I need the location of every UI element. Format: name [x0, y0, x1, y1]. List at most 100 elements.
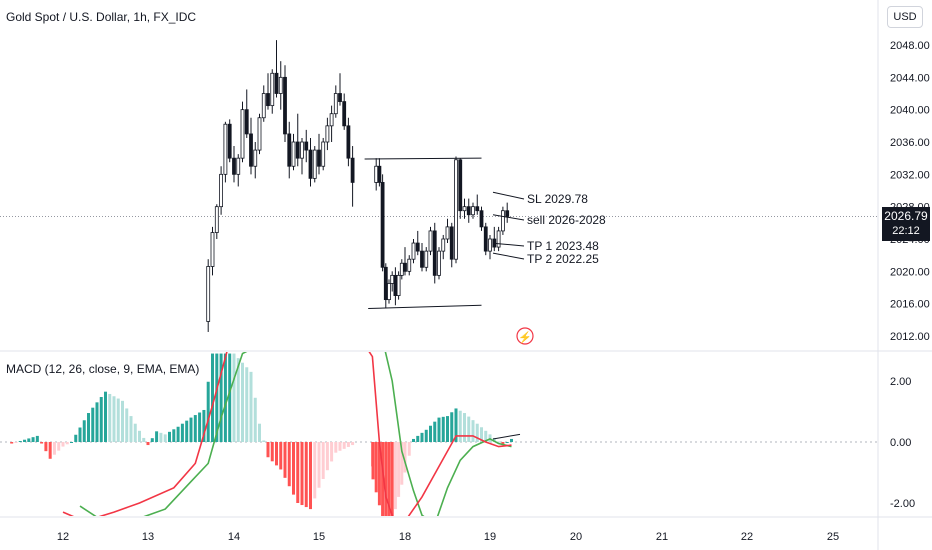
macd-histogram-bar	[74, 434, 78, 442]
candle-body	[287, 133, 292, 167]
candle-body	[479, 210, 484, 228]
macd-histogram-bar	[377, 442, 381, 506]
macd-histogram-bar	[275, 442, 278, 466]
candle	[223, 121, 228, 183]
candle	[278, 61, 283, 110]
macd-histogram-bar	[57, 442, 61, 451]
price-axis-tick: 2048.00	[890, 40, 930, 52]
price-axis-tick: 2032.00	[890, 169, 930, 181]
candle	[232, 146, 236, 183]
macd-histogram-bar	[292, 442, 295, 495]
candle	[214, 204, 219, 239]
macd-histogram-bar	[287, 442, 291, 487]
macd-histogram-bar	[346, 442, 350, 447]
candle-body	[325, 125, 330, 143]
macd-histogram-bar	[104, 391, 107, 442]
annotation-leader	[492, 252, 525, 260]
candle	[291, 133, 296, 171]
macd-indicator-label[interactable]: MACD (12, 26, close, 9, EMA, EMA)	[6, 362, 200, 376]
macd-histogram-bar	[416, 435, 420, 442]
macd-histogram-bar	[14, 442, 18, 443]
macd-histogram-bar	[338, 442, 342, 451]
candle-body	[240, 109, 245, 159]
macd-histogram-bar	[283, 442, 287, 478]
candle-body	[321, 141, 326, 167]
macd-histogram-bar	[437, 417, 441, 442]
candle	[244, 89, 249, 138]
candle-body	[210, 232, 215, 267]
macd-histogram-bar	[441, 416, 445, 442]
candle	[415, 230, 420, 256]
candle-body	[236, 157, 241, 175]
macd-axis-tick: -2.00	[890, 498, 915, 510]
flash-alert-icon-glyph: ⚡	[518, 331, 532, 344]
macd-histogram-bar	[334, 442, 338, 453]
macd-histogram-bar	[475, 423, 479, 442]
candle-body	[249, 133, 253, 167]
macd-histogram-bar	[458, 410, 462, 442]
macd-histogram-bar	[387, 442, 391, 516]
trendline-channel-bottom	[368, 304, 482, 310]
macd-histogram-bar	[18, 440, 22, 442]
bar-countdown: 22:12	[892, 225, 920, 237]
candle	[496, 226, 501, 252]
macd-histogram-bar	[150, 438, 154, 442]
macd-histogram-bar	[180, 423, 184, 442]
candle	[236, 154, 241, 187]
macd-histogram-bar	[91, 407, 95, 442]
flash-alert-icon	[516, 327, 534, 345]
macd-histogram-bar	[467, 416, 471, 442]
macd-histogram-bar	[351, 442, 355, 446]
macd-histogram-bar	[193, 415, 197, 442]
candle	[312, 146, 317, 183]
macd-histogram-bar	[429, 425, 432, 442]
candle-body	[500, 210, 505, 232]
candle-body	[342, 101, 347, 127]
macd-histogram-bar	[121, 400, 124, 442]
candle	[304, 129, 309, 163]
annotation-leader	[492, 242, 525, 247]
candle-body	[496, 230, 501, 248]
candle-body	[407, 258, 412, 272]
candle	[240, 101, 245, 163]
time-axis-tick: 13	[142, 531, 154, 543]
trendline-channel-top	[364, 157, 482, 160]
candle-body	[274, 72, 279, 94]
candle-body	[206, 266, 211, 322]
symbol-title: Gold Spot / U.S. Dollar, 1h, FX_IDC	[6, 10, 197, 24]
macd-histogram-bar	[407, 442, 411, 456]
macd-histogram-bar	[236, 358, 240, 442]
macd-pane	[0, 352, 878, 516]
candle-body	[475, 206, 480, 212]
macd-histogram-bar	[52, 442, 56, 455]
candle-body	[283, 76, 287, 135]
macd-histogram-bar	[374, 442, 378, 493]
macd-histogram-bar	[342, 442, 346, 449]
candle	[411, 239, 416, 264]
candle	[308, 137, 313, 187]
candle	[505, 202, 510, 223]
candle-body	[458, 159, 463, 212]
candle-body	[308, 149, 313, 179]
macd-histogram-bar	[412, 438, 415, 442]
candle-body	[377, 165, 382, 183]
candle-body	[390, 274, 395, 284]
candle	[321, 137, 326, 171]
candle-body	[350, 157, 355, 183]
macd-histogram-bar	[304, 442, 308, 508]
candle	[432, 222, 437, 284]
candle-body	[223, 123, 228, 175]
candle	[437, 247, 441, 280]
macd-histogram-bar	[189, 417, 193, 442]
candle-body	[454, 159, 458, 260]
macd-histogram-bar	[471, 420, 475, 442]
macd-histogram-bar	[403, 442, 407, 473]
annotation-label: TP 1 2023.48	[527, 239, 599, 253]
candle	[407, 255, 412, 276]
macd-histogram-bar	[262, 440, 266, 442]
candle-body	[214, 206, 219, 233]
currency-button[interactable]: USD	[887, 6, 923, 28]
candle-body	[266, 93, 270, 107]
